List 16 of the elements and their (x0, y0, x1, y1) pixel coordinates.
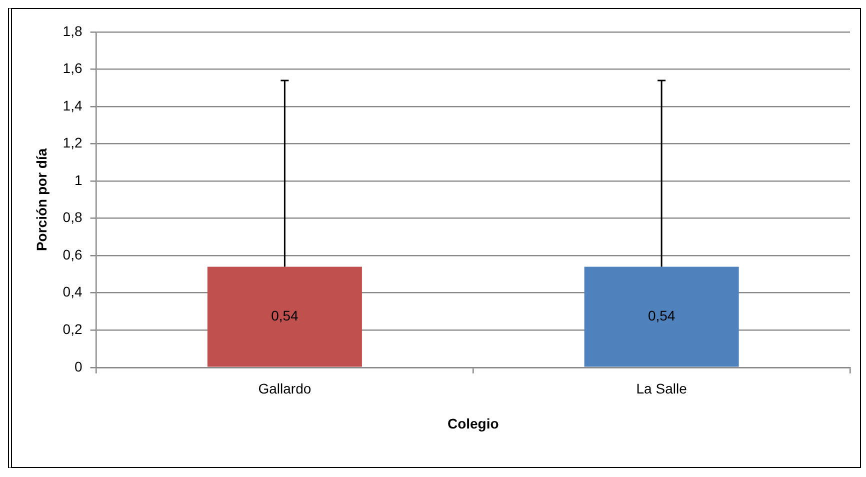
y-tick-label: 1,6 (62, 60, 82, 76)
x-axis-title: Colegio (447, 415, 499, 432)
y-axis-title: Porción por día (33, 148, 50, 252)
y-tick-label: 1,8 (62, 22, 82, 39)
y-tick-label: 1,4 (62, 97, 82, 114)
x-tick-label: La Salle (636, 380, 688, 397)
y-tick-label: 1,2 (62, 134, 82, 151)
y-tick-label: 0,6 (62, 246, 82, 262)
data-label: 0,54 (271, 308, 299, 324)
y-tick-label: 0,8 (62, 209, 82, 226)
y-tick-label: 0 (74, 358, 82, 374)
data-label: 0,54 (648, 308, 676, 324)
x-tick-label: Gallardo (258, 380, 312, 397)
y-tick-label: 0,4 (62, 284, 82, 300)
y-tick-label: 1 (74, 172, 82, 188)
y-tick-label: 0,2 (62, 320, 82, 337)
